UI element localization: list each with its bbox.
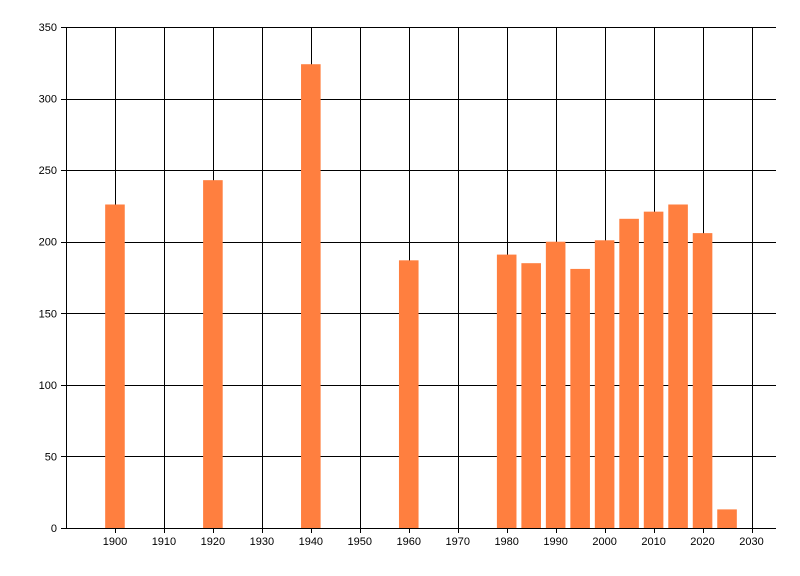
x-tick-label-1970: 1970 xyxy=(445,536,469,548)
x-tick-label-2000: 2000 xyxy=(592,536,616,548)
x-tick-label-1990: 1990 xyxy=(543,536,567,548)
bar-2025 xyxy=(717,509,737,528)
bars xyxy=(105,64,737,529)
bar-1960 xyxy=(398,260,419,528)
x-tick-label-1940: 1940 xyxy=(299,536,323,548)
y-tick-labels: 0 50 100 150 200 250 300 350 xyxy=(39,22,57,535)
x-tick-label-1960: 1960 xyxy=(397,536,421,548)
x-tick-label-1950: 1950 xyxy=(348,536,372,548)
y-tick-label-300: 300 xyxy=(39,94,57,106)
x-tick-label-1930: 1930 xyxy=(250,536,274,548)
y-tick-label-200: 200 xyxy=(39,237,57,249)
x-tick-label-1900: 1900 xyxy=(103,536,127,548)
y-tick-label-250: 250 xyxy=(39,165,57,177)
bar-1920 xyxy=(203,180,223,529)
x-tick-labels: 1900 1910 1920 1930 1940 1950 1960 1970 1980 1990… xyxy=(103,536,764,548)
x-tick-label-2030: 2030 xyxy=(739,536,763,548)
x-tick-label-2020: 2020 xyxy=(690,536,714,548)
bar-2020 xyxy=(692,233,713,528)
bar-2005 xyxy=(619,218,639,528)
bar-2000 xyxy=(594,240,615,529)
x-tick-label-1980: 1980 xyxy=(494,536,518,548)
x-tick-label-1920: 1920 xyxy=(201,536,225,548)
y-tick-label-150: 150 xyxy=(39,308,57,320)
bar-1985 xyxy=(521,263,541,528)
bar-2015 xyxy=(668,204,688,529)
bar-1995 xyxy=(570,268,590,528)
x-tick-label-1910: 1910 xyxy=(152,536,176,548)
x-tick-label-2010: 2010 xyxy=(641,536,665,548)
y-tick-label-0: 0 xyxy=(51,523,57,535)
y-tick-label-100: 100 xyxy=(39,380,57,392)
axes xyxy=(66,27,776,529)
bar-1900 xyxy=(105,204,125,529)
y-tick-label-50: 50 xyxy=(45,451,57,463)
bar-1940 xyxy=(301,64,321,529)
bar-1990 xyxy=(545,241,566,528)
bar-2010 xyxy=(643,211,664,528)
bar-1980 xyxy=(496,254,517,528)
y-tick-label-350: 350 xyxy=(39,22,57,34)
